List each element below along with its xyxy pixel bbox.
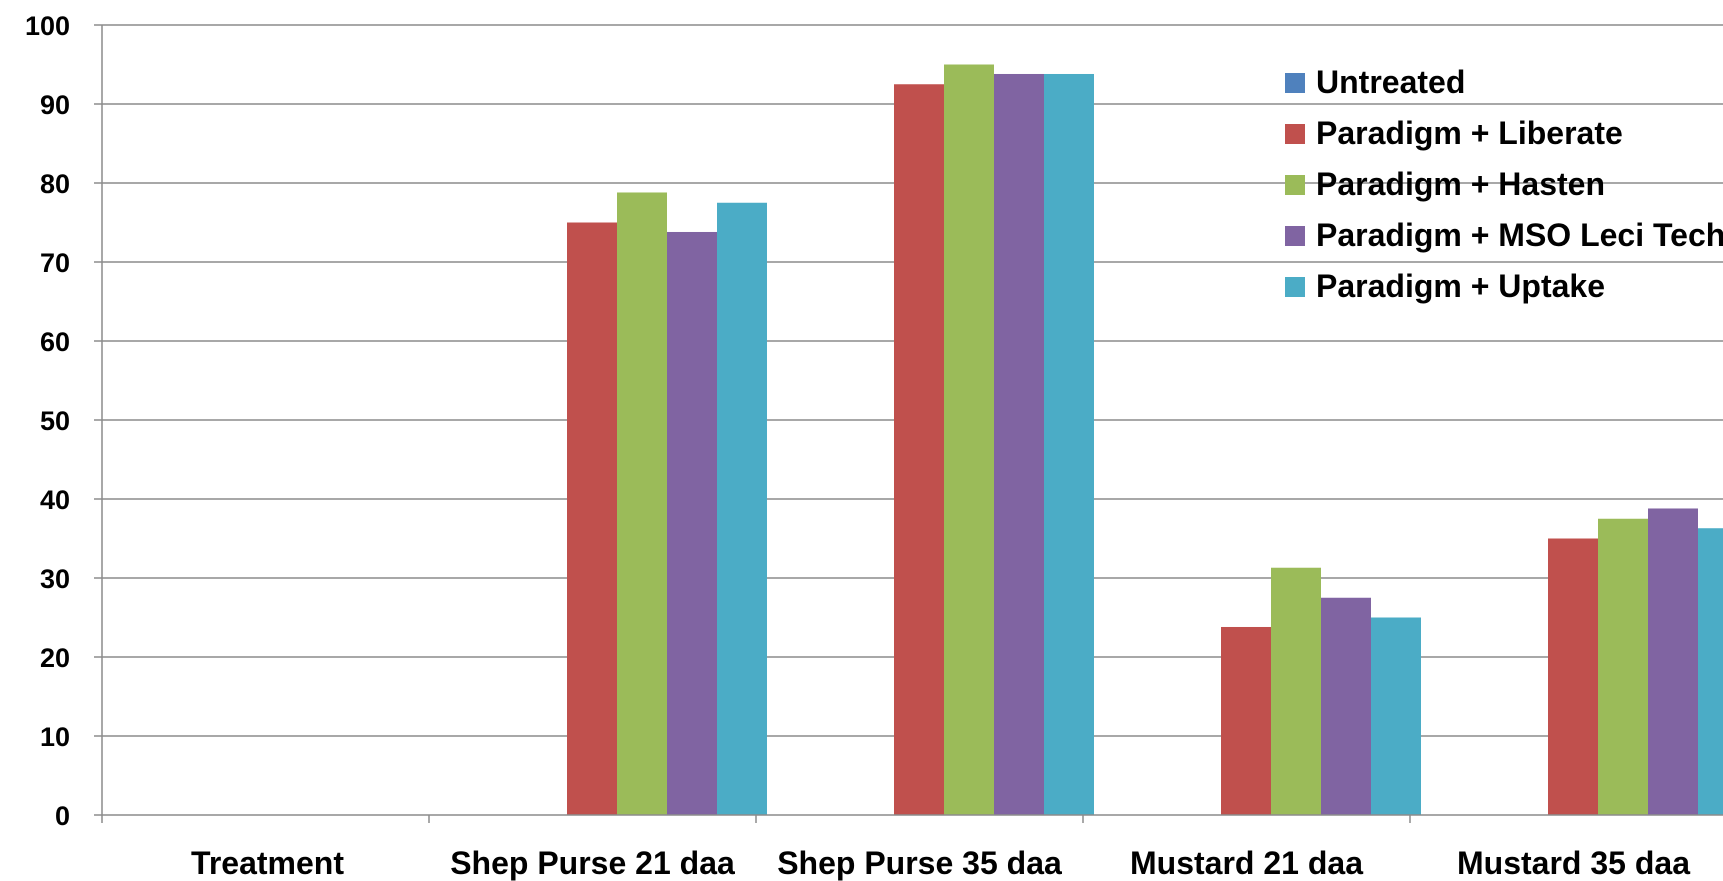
legend-swatch xyxy=(1285,175,1305,195)
bar xyxy=(567,222,617,815)
legend-swatch xyxy=(1285,124,1305,144)
y-tick-label: 100 xyxy=(25,11,70,41)
legend-swatch xyxy=(1285,226,1305,246)
y-tick-label: 20 xyxy=(40,643,70,673)
bar xyxy=(1548,538,1598,815)
bar xyxy=(717,202,767,815)
bar xyxy=(617,192,667,816)
y-tick-label: 70 xyxy=(40,248,70,278)
x-tick-label: Mustard 35 daa xyxy=(1457,845,1690,881)
legend: Untreated Paradigm + Liberate Paradigm + H… xyxy=(1285,64,1723,304)
bar xyxy=(1371,617,1421,815)
legend-swatch xyxy=(1285,277,1305,297)
bar xyxy=(1321,597,1371,815)
legend-swatch xyxy=(1285,73,1305,93)
bar xyxy=(1221,626,1271,815)
bars xyxy=(567,64,1723,816)
y-tick-label: 40 xyxy=(40,485,70,515)
bar xyxy=(994,73,1044,816)
x-axis-ticks: Treatment Shep Purse 21 daa Shep Purse 35 … xyxy=(191,845,1690,881)
y-tick-label: 0 xyxy=(55,801,70,831)
legend-label: Paradigm + MSO Leci Tech xyxy=(1316,217,1723,253)
y-tick-label: 60 xyxy=(40,327,70,357)
legend-label: Paradigm + Uptake xyxy=(1316,268,1605,304)
x-tick-label: Treatment xyxy=(191,845,344,881)
y-tick-label: 90 xyxy=(40,90,70,120)
x-tick-label: Mustard 21 daa xyxy=(1130,845,1363,881)
bar xyxy=(1044,73,1094,816)
y-axis-ticks: 0 10 20 30 40 50 60 70 80 90 100 xyxy=(25,11,70,831)
y-tick-label: 30 xyxy=(40,564,70,594)
y-tick-label: 50 xyxy=(40,406,70,436)
bar xyxy=(667,231,717,816)
bar xyxy=(1648,508,1698,815)
y-tick-label: 10 xyxy=(40,722,70,752)
legend-label: Paradigm + Hasten xyxy=(1316,166,1605,202)
legend-label: Untreated xyxy=(1316,64,1465,100)
y-tick-label: 80 xyxy=(40,169,70,199)
x-tick-label: Shep Purse 21 daa xyxy=(450,845,735,881)
legend-label: Paradigm + Liberate xyxy=(1316,115,1623,151)
bar xyxy=(1271,567,1321,815)
bar xyxy=(1698,528,1723,815)
bar xyxy=(894,84,944,815)
bar xyxy=(944,64,994,815)
axes xyxy=(94,24,1723,823)
bar xyxy=(1598,518,1648,815)
x-tick-label: Shep Purse 35 daa xyxy=(777,845,1062,881)
